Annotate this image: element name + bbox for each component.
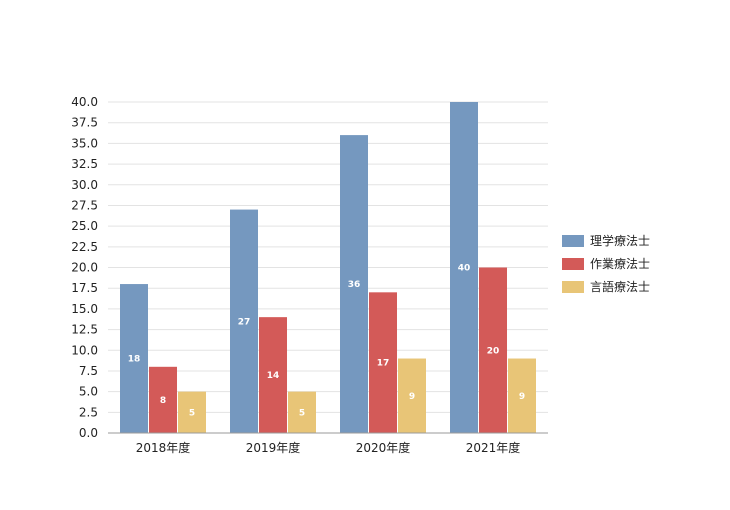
- bar: [259, 317, 287, 433]
- y-tick-label: 27.5: [71, 198, 98, 212]
- x-axis: 2018年度 2019年度 2020年度 2021年度: [108, 432, 548, 455]
- bar: [508, 358, 536, 433]
- y-tick-label: 20.0: [71, 261, 98, 275]
- y-tick-label: 37.5: [71, 116, 98, 130]
- y-tick-label: 22.5: [71, 240, 98, 254]
- data-label: 40: [458, 264, 471, 274]
- y-tick-label: 15.0: [71, 302, 98, 316]
- data-label: 5: [189, 408, 195, 418]
- y-tick-label: 10.0: [71, 343, 98, 357]
- y-axis: 0.0 2.5 5.0 7.5 10.0 12.5 15.0 17.5 20.0 22.5 25.0…: [71, 95, 98, 440]
- legend-swatch: [562, 281, 584, 293]
- y-tick-label: 12.5: [71, 323, 98, 337]
- y-tick-label: 25.0: [71, 219, 98, 233]
- legend-label: 言語療法士: [590, 279, 650, 294]
- y-tick-label: 35.0: [71, 136, 98, 150]
- x-tick-label: 2019年度: [246, 440, 301, 455]
- y-tick-label: 2.5: [79, 405, 98, 419]
- y-tick-label: 7.5: [79, 364, 98, 378]
- y-tick-label: 30.0: [71, 178, 98, 192]
- bars: [120, 102, 536, 433]
- data-label: 17: [377, 359, 390, 369]
- legend-swatch: [562, 235, 584, 247]
- data-label: 14: [267, 371, 280, 381]
- bar: [149, 366, 177, 433]
- legend-swatch: [562, 258, 584, 270]
- y-tick-label: 40.0: [71, 95, 98, 109]
- bar: [230, 209, 258, 433]
- data-labels: 18 8 5 27 14 5 36 17 9 40 20 9: [128, 264, 525, 419]
- bar: [369, 292, 397, 433]
- data-label: 36: [348, 280, 361, 290]
- bar: [450, 102, 478, 433]
- x-tick-label: 2020年度: [356, 440, 411, 455]
- data-label: 27: [238, 317, 251, 327]
- data-label: 9: [409, 392, 415, 402]
- bar: [398, 358, 426, 433]
- x-tick-label: 2021年度: [466, 440, 521, 455]
- legend-label: 作業療法士: [590, 257, 650, 271]
- y-tick-label: 32.5: [71, 157, 98, 171]
- bar: [340, 135, 368, 433]
- data-label: 20: [487, 346, 500, 356]
- y-tick-label: 0.0: [79, 426, 98, 440]
- bar: [479, 267, 507, 433]
- y-tick-label: 17.5: [71, 281, 98, 295]
- data-label: 18: [128, 355, 141, 365]
- data-label: 8: [160, 396, 166, 406]
- y-tick-label: 5.0: [79, 385, 98, 399]
- legend-label: 理学療法士: [590, 233, 650, 248]
- data-label: 9: [519, 392, 525, 402]
- data-label: 5: [299, 408, 305, 418]
- x-tick-label: 2018年度: [136, 440, 191, 455]
- bar: [288, 391, 316, 433]
- bar: [178, 391, 206, 433]
- bar: [120, 284, 148, 433]
